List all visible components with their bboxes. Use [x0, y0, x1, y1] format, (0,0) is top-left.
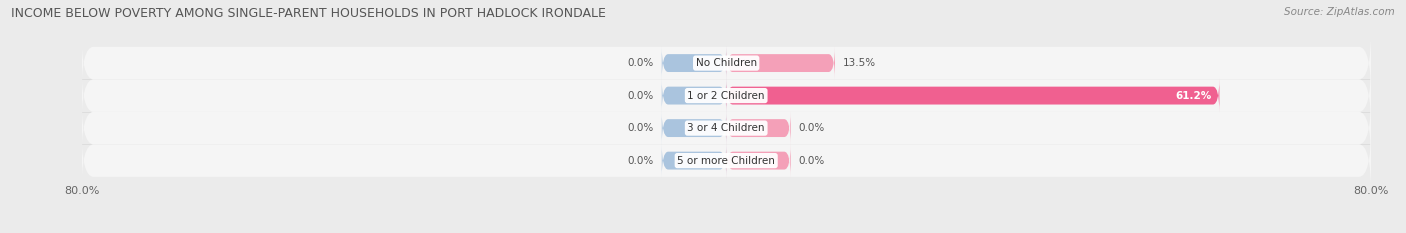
Text: 1 or 2 Children: 1 or 2 Children: [688, 91, 765, 101]
Text: 0.0%: 0.0%: [799, 123, 825, 133]
Text: 61.2%: 61.2%: [1175, 91, 1212, 101]
Text: 3 or 4 Children: 3 or 4 Children: [688, 123, 765, 133]
Text: 0.0%: 0.0%: [627, 58, 654, 68]
Text: Source: ZipAtlas.com: Source: ZipAtlas.com: [1284, 7, 1395, 17]
Text: INCOME BELOW POVERTY AMONG SINGLE-PARENT HOUSEHOLDS IN PORT HADLOCK IRONDALE: INCOME BELOW POVERTY AMONG SINGLE-PARENT…: [11, 7, 606, 20]
Text: 13.5%: 13.5%: [844, 58, 876, 68]
FancyBboxPatch shape: [82, 63, 1371, 128]
FancyBboxPatch shape: [82, 31, 1371, 96]
FancyBboxPatch shape: [725, 111, 790, 145]
FancyBboxPatch shape: [662, 111, 725, 145]
FancyBboxPatch shape: [725, 79, 1219, 113]
Text: 0.0%: 0.0%: [627, 156, 654, 166]
Text: 0.0%: 0.0%: [799, 156, 825, 166]
FancyBboxPatch shape: [662, 46, 725, 80]
FancyBboxPatch shape: [725, 144, 790, 178]
Text: 0.0%: 0.0%: [627, 123, 654, 133]
FancyBboxPatch shape: [82, 96, 1371, 161]
Text: No Children: No Children: [696, 58, 756, 68]
FancyBboxPatch shape: [82, 128, 1371, 193]
Text: 5 or more Children: 5 or more Children: [678, 156, 775, 166]
Text: 0.0%: 0.0%: [627, 91, 654, 101]
FancyBboxPatch shape: [725, 46, 835, 80]
FancyBboxPatch shape: [662, 144, 725, 178]
FancyBboxPatch shape: [662, 79, 725, 113]
